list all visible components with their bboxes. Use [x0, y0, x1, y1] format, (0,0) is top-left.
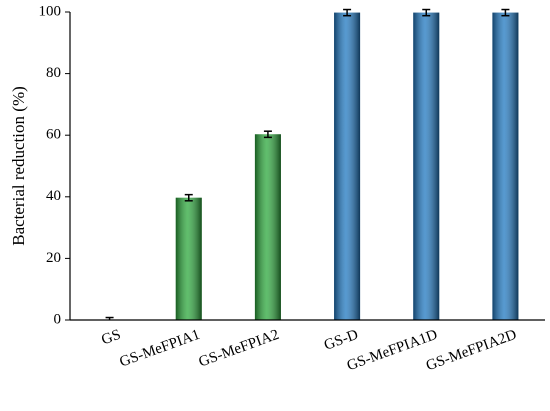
- y-tick-label: 40: [46, 188, 61, 204]
- error-bar: [343, 8, 352, 17]
- bar-shading: [413, 12, 440, 321]
- x-tick-label: GS-MeFPIA1D: [345, 327, 440, 375]
- y-tick-label: 0: [54, 311, 62, 327]
- y-tick-label: 20: [46, 250, 61, 266]
- error-bar: [501, 8, 510, 17]
- x-tick-label: GS: [99, 327, 123, 349]
- error-bar: [422, 8, 431, 17]
- y-tick-label: 60: [46, 127, 61, 143]
- error-bar: [184, 193, 193, 202]
- bar-shading: [334, 12, 361, 321]
- y-tick-label: 100: [39, 3, 62, 19]
- x-tick-label: GS-D: [322, 327, 361, 354]
- x-tick-label: GS-MeFPIA2D: [424, 327, 519, 375]
- x-tick-label: GS-MeFPIA2: [197, 327, 282, 371]
- y-axis-label: Bacterial reduction (%): [9, 86, 28, 246]
- bar-shading: [175, 197, 202, 320]
- x-tick-label: GS-MeFPIA1: [118, 327, 203, 371]
- bar-shading: [492, 12, 519, 321]
- y-tick-label: 80: [46, 65, 61, 81]
- bar-shading: [254, 134, 281, 320]
- error-bar: [263, 130, 272, 139]
